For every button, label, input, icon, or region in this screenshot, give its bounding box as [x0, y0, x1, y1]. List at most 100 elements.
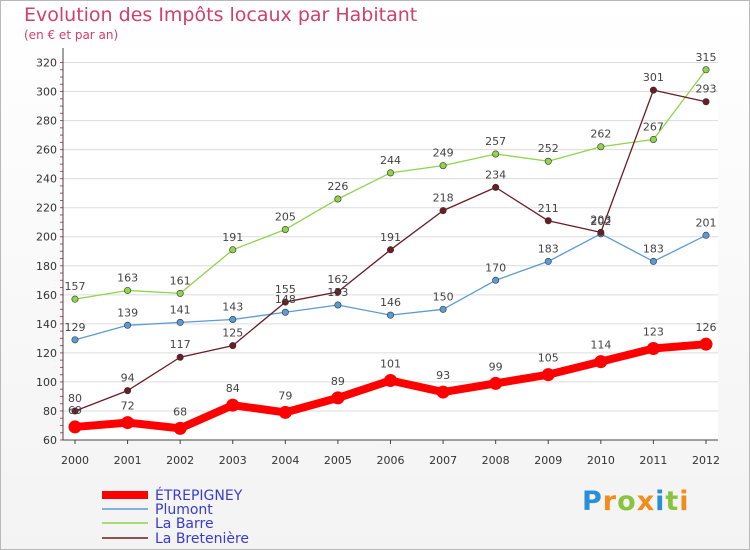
x-tick-label: 2002 — [166, 454, 194, 467]
y-tick-label: 240 — [36, 173, 57, 186]
data-point — [544, 257, 552, 265]
logo-letter: i — [679, 486, 690, 517]
data-label: 141 — [170, 303, 191, 316]
data-point — [281, 308, 289, 316]
y-tick-label: 60 — [43, 434, 57, 447]
data-point — [121, 416, 135, 430]
data-point — [71, 336, 79, 344]
data-label: 234 — [485, 168, 506, 181]
legend-label: La Barre — [155, 516, 214, 532]
data-point — [699, 337, 713, 351]
data-label: 153 — [327, 286, 348, 299]
data-label: 191 — [222, 231, 243, 244]
data-point — [597, 228, 605, 236]
data-point — [226, 398, 240, 412]
data-label: 163 — [117, 271, 138, 284]
data-label: 99 — [489, 360, 503, 373]
y-tick-label: 100 — [36, 376, 57, 389]
data-point — [436, 385, 450, 399]
data-point — [334, 195, 342, 203]
data-point — [124, 387, 132, 395]
data-label: 267 — [643, 120, 664, 133]
data-label: 244 — [380, 154, 401, 167]
data-point — [229, 315, 237, 323]
data-point — [229, 246, 237, 254]
data-point — [544, 217, 552, 225]
data-label: 146 — [380, 296, 401, 309]
data-label: 80 — [68, 392, 82, 405]
data-label: 205 — [275, 210, 296, 223]
logo-letter: r — [602, 486, 618, 517]
data-label: 126 — [696, 321, 717, 334]
data-label: 125 — [222, 327, 243, 340]
data-label: 183 — [643, 242, 664, 255]
data-label: 72 — [121, 400, 135, 413]
x-tick-label: 2012 — [692, 454, 720, 467]
data-point — [176, 289, 184, 297]
logo-letter: o — [617, 486, 637, 517]
data-label: 218 — [433, 192, 454, 205]
data-point — [384, 373, 397, 387]
data-label: 101 — [380, 357, 401, 370]
data-label: 155 — [275, 283, 296, 296]
y-tick-label: 320 — [36, 57, 57, 70]
data-point — [229, 342, 237, 350]
data-point — [492, 276, 500, 284]
data-point — [281, 298, 289, 306]
y-tick-label: 140 — [36, 318, 57, 331]
data-label: 226 — [327, 180, 348, 193]
data-label: 114 — [590, 339, 611, 352]
data-labels: 129 139 141 143 148 153 146 150 170 183 202 183 201 1… — [65, 51, 717, 419]
y-tick-label: 180 — [36, 260, 57, 273]
data-label: 68 — [173, 405, 187, 418]
data-label: 252 — [538, 142, 559, 155]
data-point — [124, 321, 132, 329]
x-tick-label: 2006 — [377, 454, 405, 467]
data-point — [386, 246, 394, 254]
data-point — [334, 288, 342, 296]
x-tick-label: 2010 — [587, 454, 615, 467]
data-point — [646, 342, 660, 356]
logo-letter: P — [582, 486, 603, 517]
data-point — [71, 295, 79, 303]
data-point — [702, 231, 710, 239]
data-label: 249 — [433, 147, 454, 160]
data-point — [492, 150, 500, 158]
data-point — [544, 157, 552, 165]
data-label: 161 — [170, 274, 191, 287]
axes: 60 80 100 120 140 160 180 200 220 240 260 280 300 320… — [36, 48, 720, 467]
data-label: 150 — [433, 290, 454, 303]
data-point — [594, 355, 608, 369]
data-label: 139 — [117, 306, 138, 319]
data-label: 262 — [590, 128, 611, 141]
proxiti-logo: Proxiti — [582, 486, 690, 517]
data-label: 183 — [538, 242, 559, 255]
x-tick-label: 2003 — [219, 454, 247, 467]
data-point — [439, 162, 447, 170]
data-label: 315 — [696, 51, 717, 64]
data-label: 257 — [485, 135, 506, 148]
x-tick-label: 2000 — [61, 454, 89, 467]
data-point — [649, 135, 657, 143]
data-label: 170 — [485, 261, 506, 274]
data-label: 89 — [331, 375, 345, 388]
data-point — [439, 305, 447, 313]
x-tick-label: 2008 — [482, 454, 510, 467]
data-point — [176, 318, 184, 326]
data-point — [649, 257, 657, 265]
data-label: 148 — [275, 293, 296, 306]
data-label: 201 — [696, 216, 717, 229]
data-label: 84 — [226, 382, 240, 395]
legend-label: ÉTREPIGNEY — [155, 487, 243, 504]
chart-title: Evolution des Impôts locaux par Habitant — [24, 4, 418, 26]
x-tick-label: 2005 — [324, 454, 352, 467]
y-tick-label: 260 — [36, 144, 57, 157]
data-label: 301 — [643, 71, 664, 84]
data-label: 79 — [278, 389, 292, 402]
data-point — [702, 98, 710, 106]
data-point — [541, 368, 555, 382]
data-point — [492, 183, 500, 191]
x-tick-label: 2007 — [429, 454, 457, 467]
